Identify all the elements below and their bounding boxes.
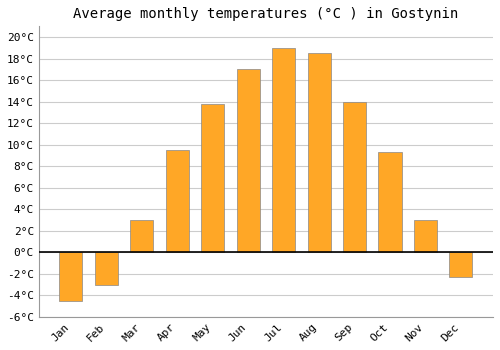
Bar — [130, 220, 154, 252]
Bar — [414, 220, 437, 252]
Bar — [166, 150, 189, 252]
Bar — [272, 48, 295, 252]
Bar — [201, 104, 224, 252]
Bar — [95, 252, 118, 285]
Bar — [308, 53, 330, 252]
Title: Average monthly temperatures (°C ) in Gostynin: Average monthly temperatures (°C ) in Go… — [74, 7, 458, 21]
Bar — [343, 102, 366, 252]
Bar — [60, 252, 82, 301]
Bar — [378, 152, 402, 252]
Bar — [450, 252, 472, 277]
Bar — [236, 69, 260, 252]
